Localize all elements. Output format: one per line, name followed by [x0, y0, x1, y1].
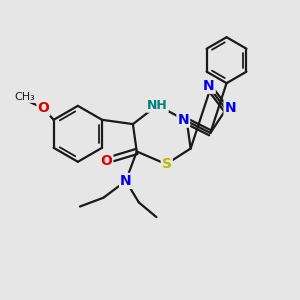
Text: NH: NH [147, 99, 168, 112]
Text: N: N [120, 174, 132, 188]
Text: N: N [203, 79, 215, 93]
Text: CH₃: CH₃ [14, 92, 35, 102]
Text: N: N [178, 113, 189, 127]
Text: S: S [162, 157, 172, 171]
Text: O: O [100, 154, 112, 168]
Text: N: N [225, 101, 236, 115]
Text: O: O [38, 101, 49, 115]
